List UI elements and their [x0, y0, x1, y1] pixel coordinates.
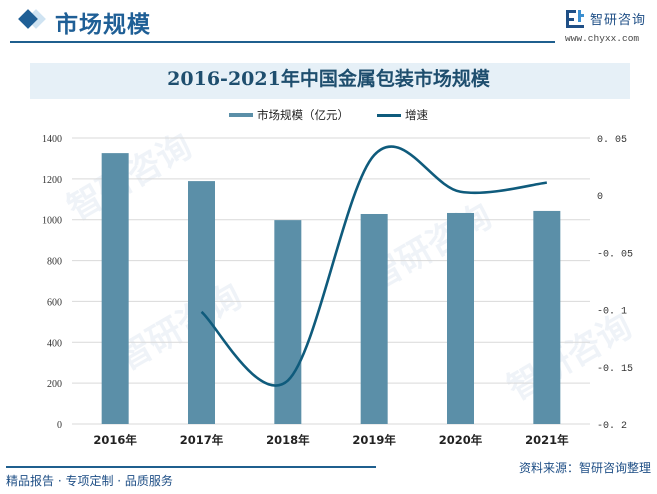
- x-axis-labels: 2016年 2017年 2018年 2019年 2020年 2021年: [93, 433, 569, 447]
- bar-2018年: [274, 220, 302, 424]
- bar-2016年: [101, 153, 129, 425]
- svg-text:2016年: 2016年: [93, 433, 137, 447]
- legend-line-swatch-icon: [377, 113, 401, 117]
- brand-name: 智研咨询: [590, 13, 647, 28]
- footer-source: 资料来源：智研咨询整理: [518, 461, 651, 475]
- svg-text:2020年: 2020年: [439, 433, 483, 447]
- brand-url: www.chyxx.com: [565, 33, 640, 44]
- svg-text:1400: 1400: [42, 134, 62, 145]
- header-divider: [10, 41, 555, 43]
- legend-bar-swatch-icon: [229, 113, 253, 117]
- legend-label: 增速: [405, 108, 428, 122]
- svg-text:2018年: 2018年: [266, 433, 310, 447]
- svg-text:2021年: 2021年: [525, 433, 569, 447]
- footer-tagline: 精品报告 · 专项定制 · 品质服务: [6, 474, 173, 488]
- legend-label: 市场规模（亿元）: [257, 108, 349, 122]
- svg-text:0: 0: [597, 192, 603, 203]
- chart-title: 2016-2021年中国金属包装市场规模: [167, 68, 490, 90]
- svg-text:-0. 1: -0. 1: [597, 307, 627, 318]
- bar-2021年: [533, 210, 561, 424]
- chart-legend: 市场规模（亿元） 增速: [0, 107, 657, 123]
- svg-text:0: 0: [57, 420, 62, 431]
- legend-item-market-size: 市场规模（亿元）: [229, 107, 349, 123]
- bar-2019年: [360, 213, 388, 424]
- svg-text:2017年: 2017年: [180, 433, 224, 447]
- svg-text:2019年: 2019年: [352, 433, 396, 447]
- svg-text:200: 200: [47, 379, 62, 390]
- svg-text:-0. 15: -0. 15: [597, 364, 633, 375]
- svg-text:400: 400: [47, 338, 62, 349]
- chart-title-band: [30, 63, 630, 99]
- svg-text:-0. 2: -0. 2: [597, 421, 627, 432]
- svg-text:-0. 05: -0. 05: [597, 249, 633, 260]
- brand-logo: 智研咨询: [566, 9, 646, 28]
- svg-text:1000: 1000: [42, 216, 62, 227]
- svg-text:1200: 1200: [42, 175, 62, 186]
- section-title: 市场规模: [55, 11, 151, 38]
- right-axis-ticks: -0. 2 -0. 15 -0. 1 -0. 05 0 0. 05: [597, 135, 633, 432]
- grid-lines: [72, 137, 590, 425]
- left-axis-ticks: 0 200 400 600 800 1000 1200 1400: [42, 134, 62, 431]
- bar-series: [101, 153, 561, 425]
- growth-line: [200, 145, 547, 387]
- svg-text:600: 600: [47, 297, 62, 308]
- footer-divider: [6, 466, 376, 468]
- svg-text:800: 800: [47, 257, 62, 268]
- svg-text:0. 05: 0. 05: [597, 135, 627, 146]
- legend-item-growth: 增速: [377, 107, 428, 123]
- bar-2017年: [188, 181, 215, 424]
- bar-2020年: [447, 212, 474, 424]
- brand-logo-icon: [566, 9, 584, 28]
